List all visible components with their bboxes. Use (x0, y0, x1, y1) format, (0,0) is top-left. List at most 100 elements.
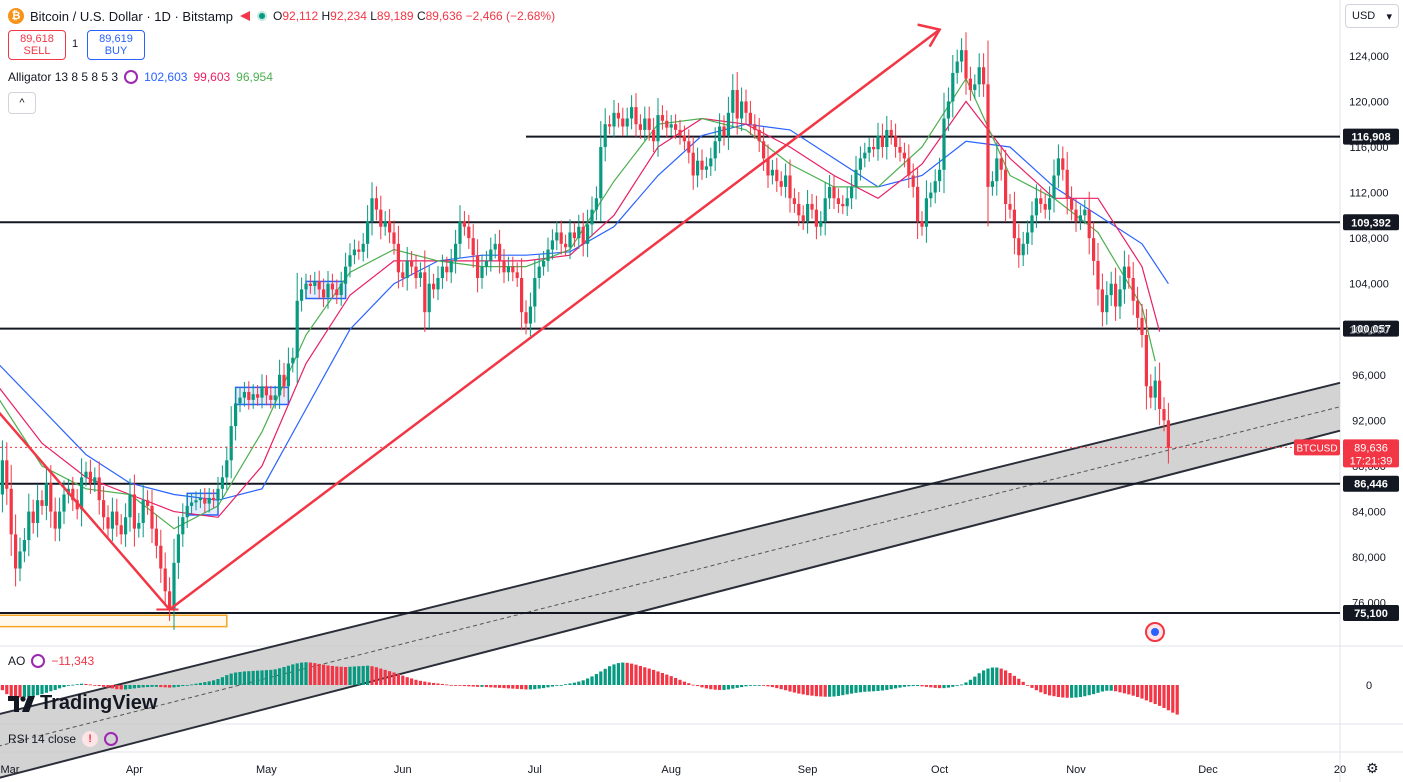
candle-body (682, 135, 686, 142)
last-price-label: 89,636 (1354, 442, 1388, 454)
candle-body (797, 203, 801, 216)
ao-bar (132, 685, 136, 689)
candle-body (854, 169, 858, 187)
sell-button[interactable]: 89,618 SELL (8, 30, 66, 60)
candle-body (366, 221, 370, 244)
candle-body (1030, 215, 1034, 233)
candle-body (968, 78, 972, 91)
candle-body (718, 126, 722, 142)
candle-body (643, 118, 647, 130)
ao-bar (40, 685, 44, 695)
candle-body (137, 522, 141, 529)
ao-bar (652, 669, 656, 685)
candle-body (995, 158, 999, 182)
ao-bar (198, 682, 202, 685)
rsi-legend[interactable]: RSI 14 close ! (8, 731, 119, 747)
ao-bar (955, 685, 959, 686)
news-marker-dot (1151, 628, 1159, 636)
ao-bar (594, 674, 598, 685)
candle-body (819, 221, 823, 227)
level-label-bg (1343, 128, 1399, 145)
ao-bar (80, 683, 84, 685)
news-marker[interactable] (1145, 622, 1165, 642)
ao-bar (476, 685, 480, 687)
ao-bar (18, 685, 22, 698)
candle-body (234, 403, 238, 427)
ao-bar (832, 685, 836, 697)
ao-bar (0, 685, 5, 691)
ao-bar (93, 685, 97, 686)
alligator-legend[interactable]: Alligator 13 8 5 8 5 3 102,603 99,603 96… (8, 70, 273, 84)
price-tick-label: 84,000 (1352, 507, 1386, 519)
ao-bar (1070, 685, 1074, 698)
ao-bar (669, 676, 673, 685)
candle-body (93, 477, 97, 484)
ao-bar (1175, 685, 1179, 715)
warning-icon[interactable]: ! (82, 731, 99, 747)
flag-icon[interactable] (239, 10, 251, 22)
candle-body (1096, 260, 1100, 290)
candle-body (432, 283, 436, 290)
ao-bar (1074, 685, 1078, 698)
candle-body (630, 107, 634, 119)
price-tick-label: 116,000 (1350, 142, 1389, 154)
candle-body (36, 500, 40, 523)
ao-legend[interactable]: AO −11,343 (8, 654, 94, 668)
candle-body (304, 283, 308, 290)
candle-body (480, 266, 484, 279)
currency-select[interactable]: USD ▾ (1345, 4, 1399, 28)
candle-body (212, 497, 216, 501)
settings-gear-icon[interactable]: ⚙ (1366, 760, 1379, 776)
last-price-line: BTCUSD (0, 439, 1340, 456)
ao-bar (212, 680, 216, 685)
ao-bar (797, 685, 801, 694)
candle-body (762, 141, 766, 159)
ao-bar (326, 665, 330, 685)
candle-body (594, 198, 598, 210)
candle-body (273, 395, 277, 400)
candle-body (731, 90, 735, 113)
ao-bar (999, 668, 1003, 685)
ao-bar (753, 685, 757, 686)
candle-body (880, 135, 884, 147)
candle-body (361, 243, 365, 252)
buy-button[interactable]: 89,619 BUY (87, 30, 145, 60)
ao-bar (559, 685, 563, 686)
candle-body (467, 226, 471, 239)
candle-body (335, 289, 339, 296)
tradingview-logo[interactable]: TradingView (8, 692, 157, 715)
ao-bar (656, 671, 660, 685)
candle-body (748, 112, 752, 125)
ao-bar (709, 685, 713, 690)
ao-bar (436, 683, 440, 685)
candle-body (44, 483, 48, 506)
ao-bar (454, 685, 458, 686)
candle-body (357, 249, 361, 252)
ao-bar (762, 685, 766, 686)
ao-bar (880, 685, 884, 691)
candle-body (392, 232, 396, 244)
candle-body (14, 534, 18, 569)
candle-body (660, 115, 664, 121)
ao-bar (520, 685, 524, 690)
ao-bar (938, 685, 942, 689)
candle-body (1114, 283, 1118, 307)
candle-body (537, 266, 541, 279)
ao-bar (691, 684, 695, 686)
candle-body (154, 528, 158, 546)
candle-body (242, 391, 246, 398)
trend-lines (0, 23, 942, 611)
ao-bar (1118, 685, 1122, 693)
candle-body (207, 497, 211, 504)
ohlc-values: O92,112 H92,234 L89,189 C89,636 −2,466 (… (273, 9, 556, 23)
ao-bar (286, 665, 290, 685)
symbol-title[interactable]: Bitcoin / U.S. Dollar · 1D · Bitstamp (30, 8, 233, 24)
ao-bar (924, 685, 928, 687)
time-tick-label: Apr (126, 764, 143, 776)
collapse-legend-button[interactable]: ^ (8, 92, 36, 114)
ao-bar (568, 683, 572, 685)
channel-upper-line (0, 381, 1341, 715)
candle-body (75, 500, 79, 510)
ao-bar (14, 685, 18, 697)
